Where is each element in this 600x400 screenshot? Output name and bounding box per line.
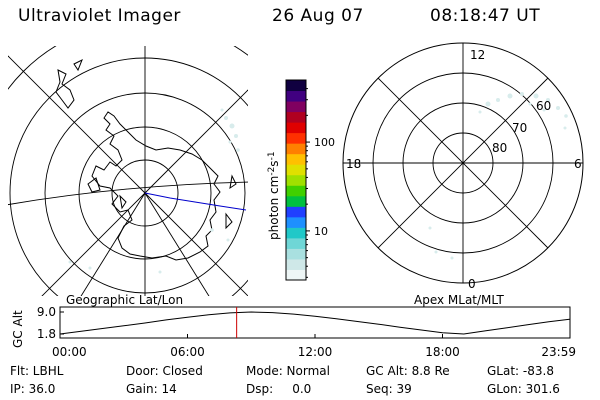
colorbar-gradient — [286, 80, 306, 281]
colorbar-swatch — [286, 153, 306, 165]
colorbar-swatch — [286, 216, 306, 228]
door-status: Door: Closed — [126, 364, 203, 378]
colorbar-label: photon cm-2s-1 — [267, 151, 281, 240]
plot-boundary — [342, 42, 584, 284]
altitude-xtick-label: 23:59 — [541, 345, 576, 359]
altitude-xtick-label: 12:00 — [298, 345, 333, 359]
colorbar: 10 100 photon cm-2s-1 — [267, 79, 335, 281]
colorbar-swatch — [286, 174, 306, 186]
mlt-label-18: 18 — [346, 157, 361, 171]
date-label: 26 Aug 07 — [272, 6, 364, 26]
app-title: Ultraviolet Imager — [18, 6, 181, 26]
altitude-series-line — [59, 311, 570, 335]
glat-status: GLat: -83.8 — [487, 364, 554, 378]
colorbar-swatch — [286, 269, 306, 281]
glon-status: GLon: 301.6 — [487, 382, 560, 396]
mlat-label-60: 60 — [536, 99, 551, 113]
mode-status: Mode: Normal — [246, 364, 330, 378]
mlt-label-6: 6 — [574, 157, 582, 171]
colorbar-swatch — [286, 248, 306, 260]
altitude-plot-frame — [59, 306, 571, 339]
mlt-label-0: 0 — [468, 277, 476, 291]
colorbar-swatch — [286, 258, 306, 270]
mlt-grid — [343, 43, 583, 283]
mlt-label-12: 12 — [470, 48, 485, 62]
geographic-caption: Geographic Lat/Lon — [66, 293, 183, 307]
altitude-xtick-label: 18:00 — [425, 345, 460, 359]
colorbar-swatch — [286, 195, 306, 207]
colorbar-tick-label: 100 — [314, 136, 335, 149]
colorbar-swatch — [286, 185, 306, 197]
satellite-ground-track — [144, 192, 247, 211]
gain-status: Gain: 14 — [126, 382, 177, 396]
map-graticule — [8, 46, 248, 296]
mlat-label-70: 70 — [512, 121, 527, 135]
altitude-xtick-label: 00:00 — [52, 345, 87, 359]
magnetic-polar-plot: 12 18 6 0 60 70 80 — [342, 42, 584, 291]
auroral-emission-mag — [428, 92, 568, 260]
colorbar-swatch — [286, 237, 306, 249]
colorbar-swatch — [286, 132, 306, 144]
apex-caption: Apex MLat/MLT — [414, 293, 504, 307]
colorbar-swatch — [286, 206, 306, 218]
colorbar-frame — [285, 79, 307, 281]
seq-status: Seq: 39 — [366, 382, 412, 396]
colorbar-swatch — [286, 111, 306, 123]
colorbar-swatch — [286, 164, 306, 176]
colorbar-swatch — [286, 80, 306, 92]
altitude-chart: 9.0 1.8 00:00 06:00 12:00 18:00 23:59 GC Alt — [11, 305, 576, 359]
altitude-ytick-label: 1.8 — [37, 327, 56, 341]
altitude-ytick-label: 9.0 — [37, 305, 56, 319]
gc-alt-status: GC Alt: 8.8 Re — [366, 364, 450, 378]
colorbar-tick-label: 10 — [314, 225, 328, 238]
colorbar-swatch — [286, 122, 306, 134]
altitude-xtick-label: 06:00 — [170, 345, 205, 359]
colorbar-swatch — [286, 101, 306, 113]
mlat-label-80: 80 — [492, 141, 507, 155]
dsp-status: Dsp: 0.0 — [246, 382, 312, 396]
altitude-axis-label: GC Alt — [11, 310, 25, 348]
colorbar-swatch — [286, 227, 306, 239]
time-label: 08:18:47 UT — [430, 6, 541, 26]
ip-status: IP: 36.0 — [10, 382, 56, 396]
coastline-antarctica — [55, 58, 237, 261]
geographic-map — [8, 46, 248, 296]
colorbar-swatch — [286, 90, 306, 102]
colorbar-swatch — [286, 143, 306, 155]
flt-status: Flt: LBHL — [10, 364, 64, 378]
auroral-emission-geo — [68, 108, 240, 274]
